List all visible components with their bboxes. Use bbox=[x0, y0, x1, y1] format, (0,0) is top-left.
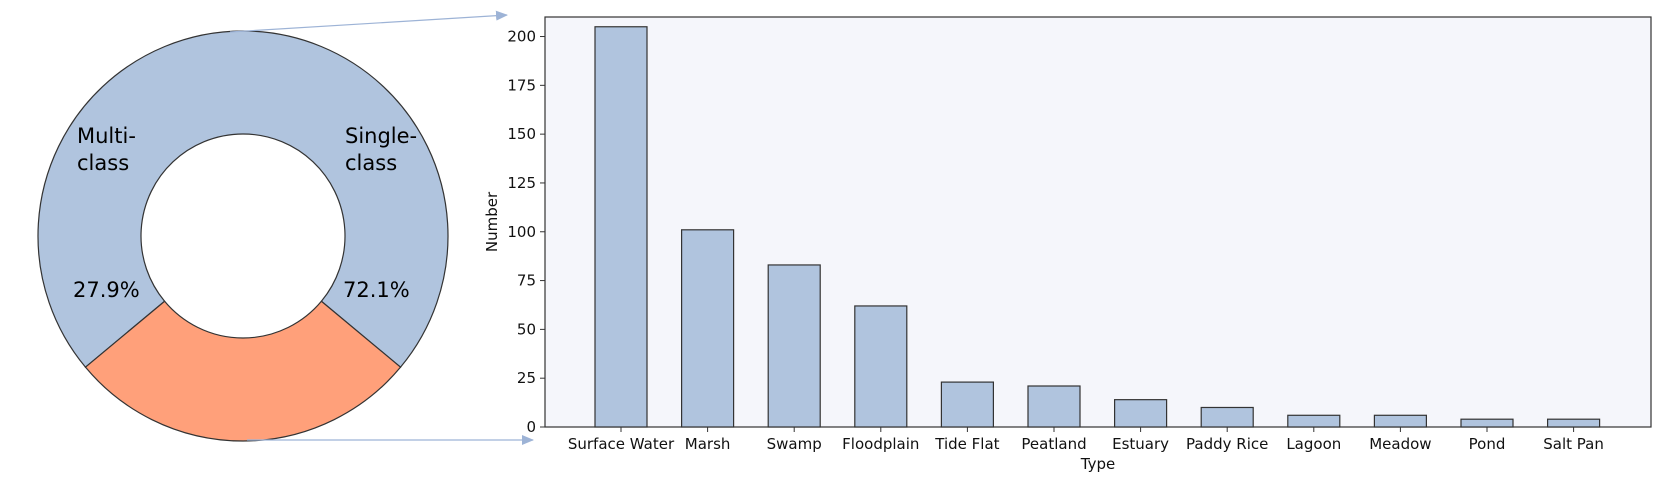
x-tick-label: Meadow bbox=[1369, 435, 1431, 453]
bars bbox=[594, 26, 1601, 428]
donut-slices bbox=[37, 30, 449, 442]
y-tick-label: 175 bbox=[507, 76, 536, 94]
bar-surface-water bbox=[594, 26, 648, 428]
bar-chart: 0 25 50 75 100 125 150 175 200 Surface Water Mars… bbox=[483, 16, 1652, 473]
y-tick-label: 75 bbox=[517, 272, 536, 290]
slice-value-single: 72.1% bbox=[343, 278, 410, 302]
x-tick-label: Pond bbox=[1469, 435, 1506, 453]
connector-top-arrow bbox=[229, 10, 508, 33]
donut-slice-single-class bbox=[37, 30, 449, 369]
bar-peatland bbox=[1027, 385, 1081, 428]
y-axis-ticks: 0 25 50 75 100 125 150 175 200 bbox=[507, 28, 545, 436]
bar-swamp bbox=[767, 264, 821, 428]
slice-label-single-line-2: class bbox=[345, 151, 397, 175]
x-tick-label: Marsh bbox=[685, 435, 731, 453]
x-tick-label: Surface Water bbox=[568, 435, 675, 453]
y-tick-label: 150 bbox=[507, 125, 536, 143]
bar-lagoon bbox=[1287, 414, 1341, 428]
bar-tide-flat bbox=[940, 381, 995, 428]
y-tick-label: 25 bbox=[517, 369, 536, 387]
bar-meadow bbox=[1373, 414, 1428, 428]
x-axis-label: Type bbox=[1080, 455, 1115, 473]
x-tick-label: Tide Flat bbox=[934, 435, 999, 453]
donut-slice-multi-class bbox=[84, 300, 402, 442]
x-tick-label: Estuary bbox=[1112, 435, 1169, 453]
x-axis-ticks: Surface Water Marsh Swamp Floodplain Tide Fl… bbox=[568, 427, 1604, 453]
y-axis-label: Number bbox=[483, 191, 501, 252]
bar-pond bbox=[1460, 418, 1514, 428]
bar-salt-pan bbox=[1546, 418, 1601, 428]
bar-floodplain bbox=[854, 305, 908, 428]
x-tick-label: Salt Pan bbox=[1543, 435, 1604, 453]
slice-value-multi: 27.9% bbox=[73, 278, 140, 302]
y-tick-label: 100 bbox=[507, 223, 536, 241]
slice-label-multi-line-2: class bbox=[77, 151, 129, 175]
y-tick-label: 0 bbox=[526, 418, 536, 436]
x-tick-label: Floodplain bbox=[842, 435, 919, 453]
connector-arrows bbox=[229, 10, 534, 445]
bar-paddy-rice bbox=[1200, 406, 1254, 428]
donut-chart: Single- class 72.1% Multi- class 27.9% bbox=[37, 30, 449, 442]
slice-label-multi-line-1: Multi- bbox=[77, 124, 136, 148]
y-tick-label: 50 bbox=[517, 320, 536, 338]
x-tick-label: Lagoon bbox=[1286, 435, 1341, 453]
x-tick-label: Swamp bbox=[767, 435, 822, 453]
x-tick-label: Paddy Rice bbox=[1186, 435, 1268, 453]
x-tick-label: Peatland bbox=[1021, 435, 1086, 453]
y-tick-label: 125 bbox=[507, 174, 536, 192]
slice-label-single-line-1: Single- bbox=[345, 124, 417, 148]
y-tick-label: 200 bbox=[507, 28, 536, 46]
bar-marsh bbox=[680, 229, 735, 428]
bar-estuary bbox=[1113, 399, 1168, 428]
